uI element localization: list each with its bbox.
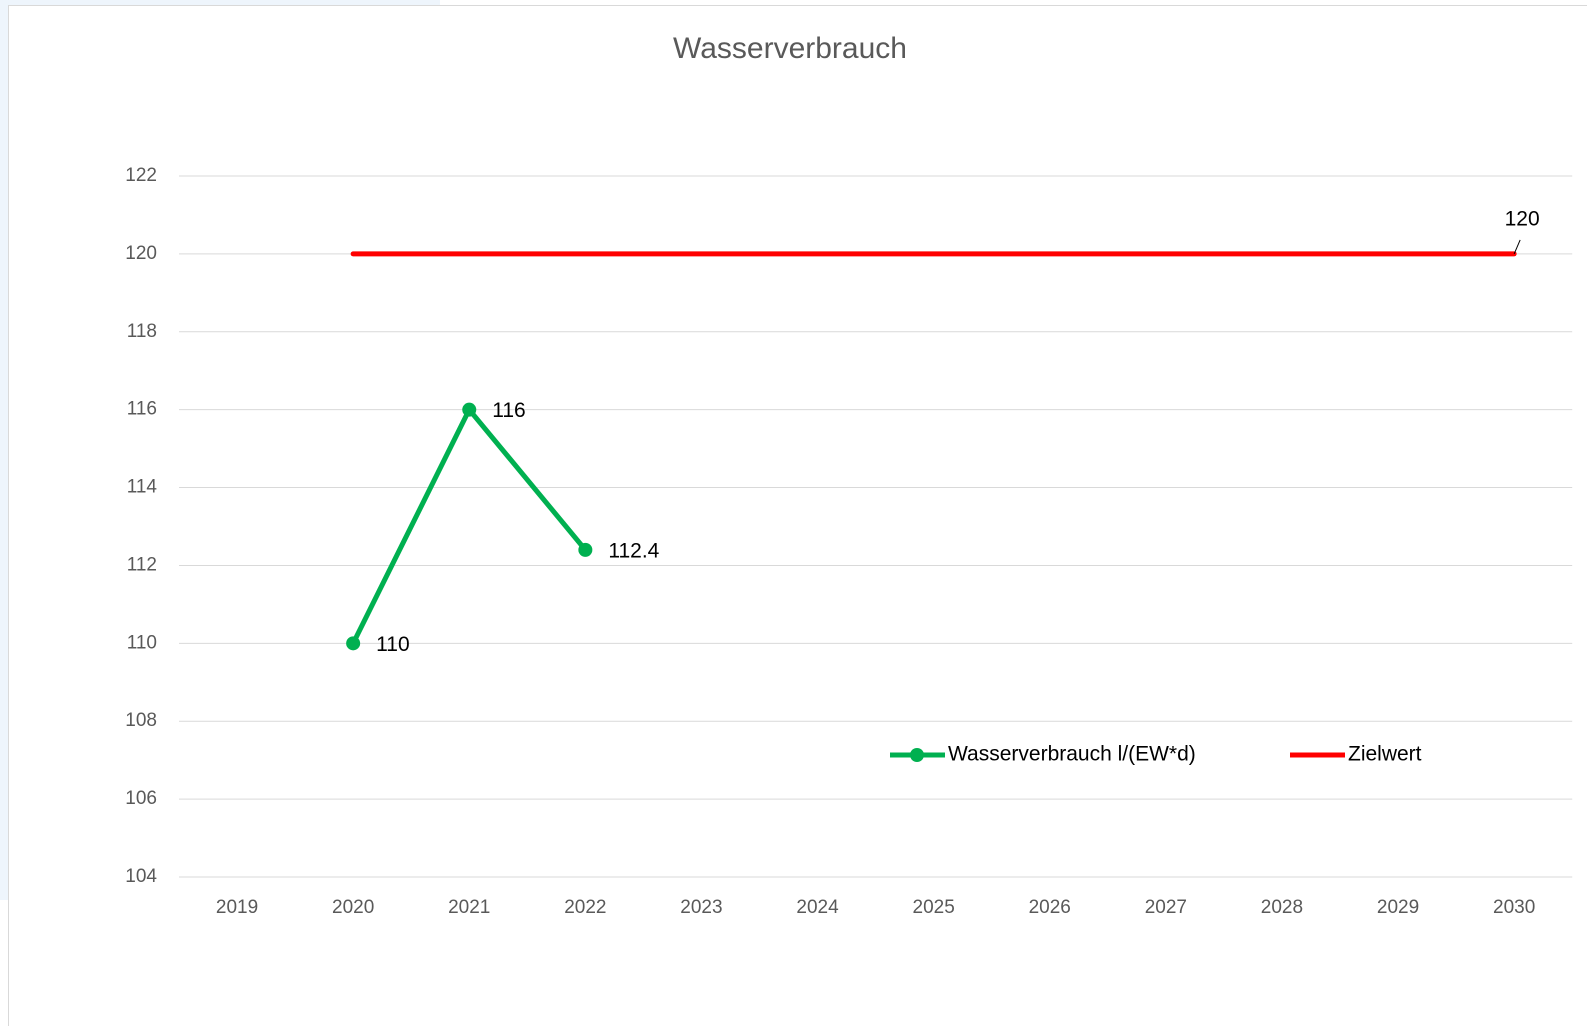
y-tick-label: 114 [127,477,158,498]
y-tick-label: 118 [127,321,157,342]
x-tick-label: 2019 [216,897,258,918]
x-tick-label: 2026 [1029,897,1071,918]
x-tick-label: 2027 [1145,897,1187,918]
x-tick-label: 2029 [1377,897,1419,918]
y-tick-label: 122 [125,165,157,186]
legend-marker [910,748,924,762]
legend-label: Zielwert [1348,743,1422,766]
x-tick-label: 2024 [796,897,839,918]
background-panel [0,0,8,900]
data-label: 110 [376,633,409,656]
data-label: 116 [492,399,525,422]
x-tick-label: 2028 [1261,897,1303,918]
y-tick-label: 106 [125,788,157,809]
x-tick-label: 2020 [332,897,374,918]
data-point [462,402,477,417]
x-tick-label: 2030 [1493,897,1535,918]
background-panel [0,0,440,5]
x-tick-label: 2022 [564,897,606,918]
data-label: 120 [1505,207,1540,230]
legend-label: Wasserverbrauch l/(EW*d) [948,743,1196,766]
x-tick-label: 2023 [680,897,722,918]
leader-line [1513,239,1521,255]
y-tick-label: 120 [125,243,157,264]
y-tick-label: 104 [125,866,157,887]
chart-area [8,5,1587,1026]
chart-title: Wasserverbrauch [673,32,907,65]
data-label: 112.4 [608,539,659,562]
x-tick-label: 2021 [448,897,490,918]
y-tick-label: 112 [127,554,157,575]
data-point [578,542,593,557]
y-tick-label: 110 [127,632,157,653]
y-tick-label: 108 [125,710,157,731]
y-tick-label: 116 [127,399,157,420]
data-point [346,636,361,651]
x-tick-label: 2025 [913,897,955,918]
